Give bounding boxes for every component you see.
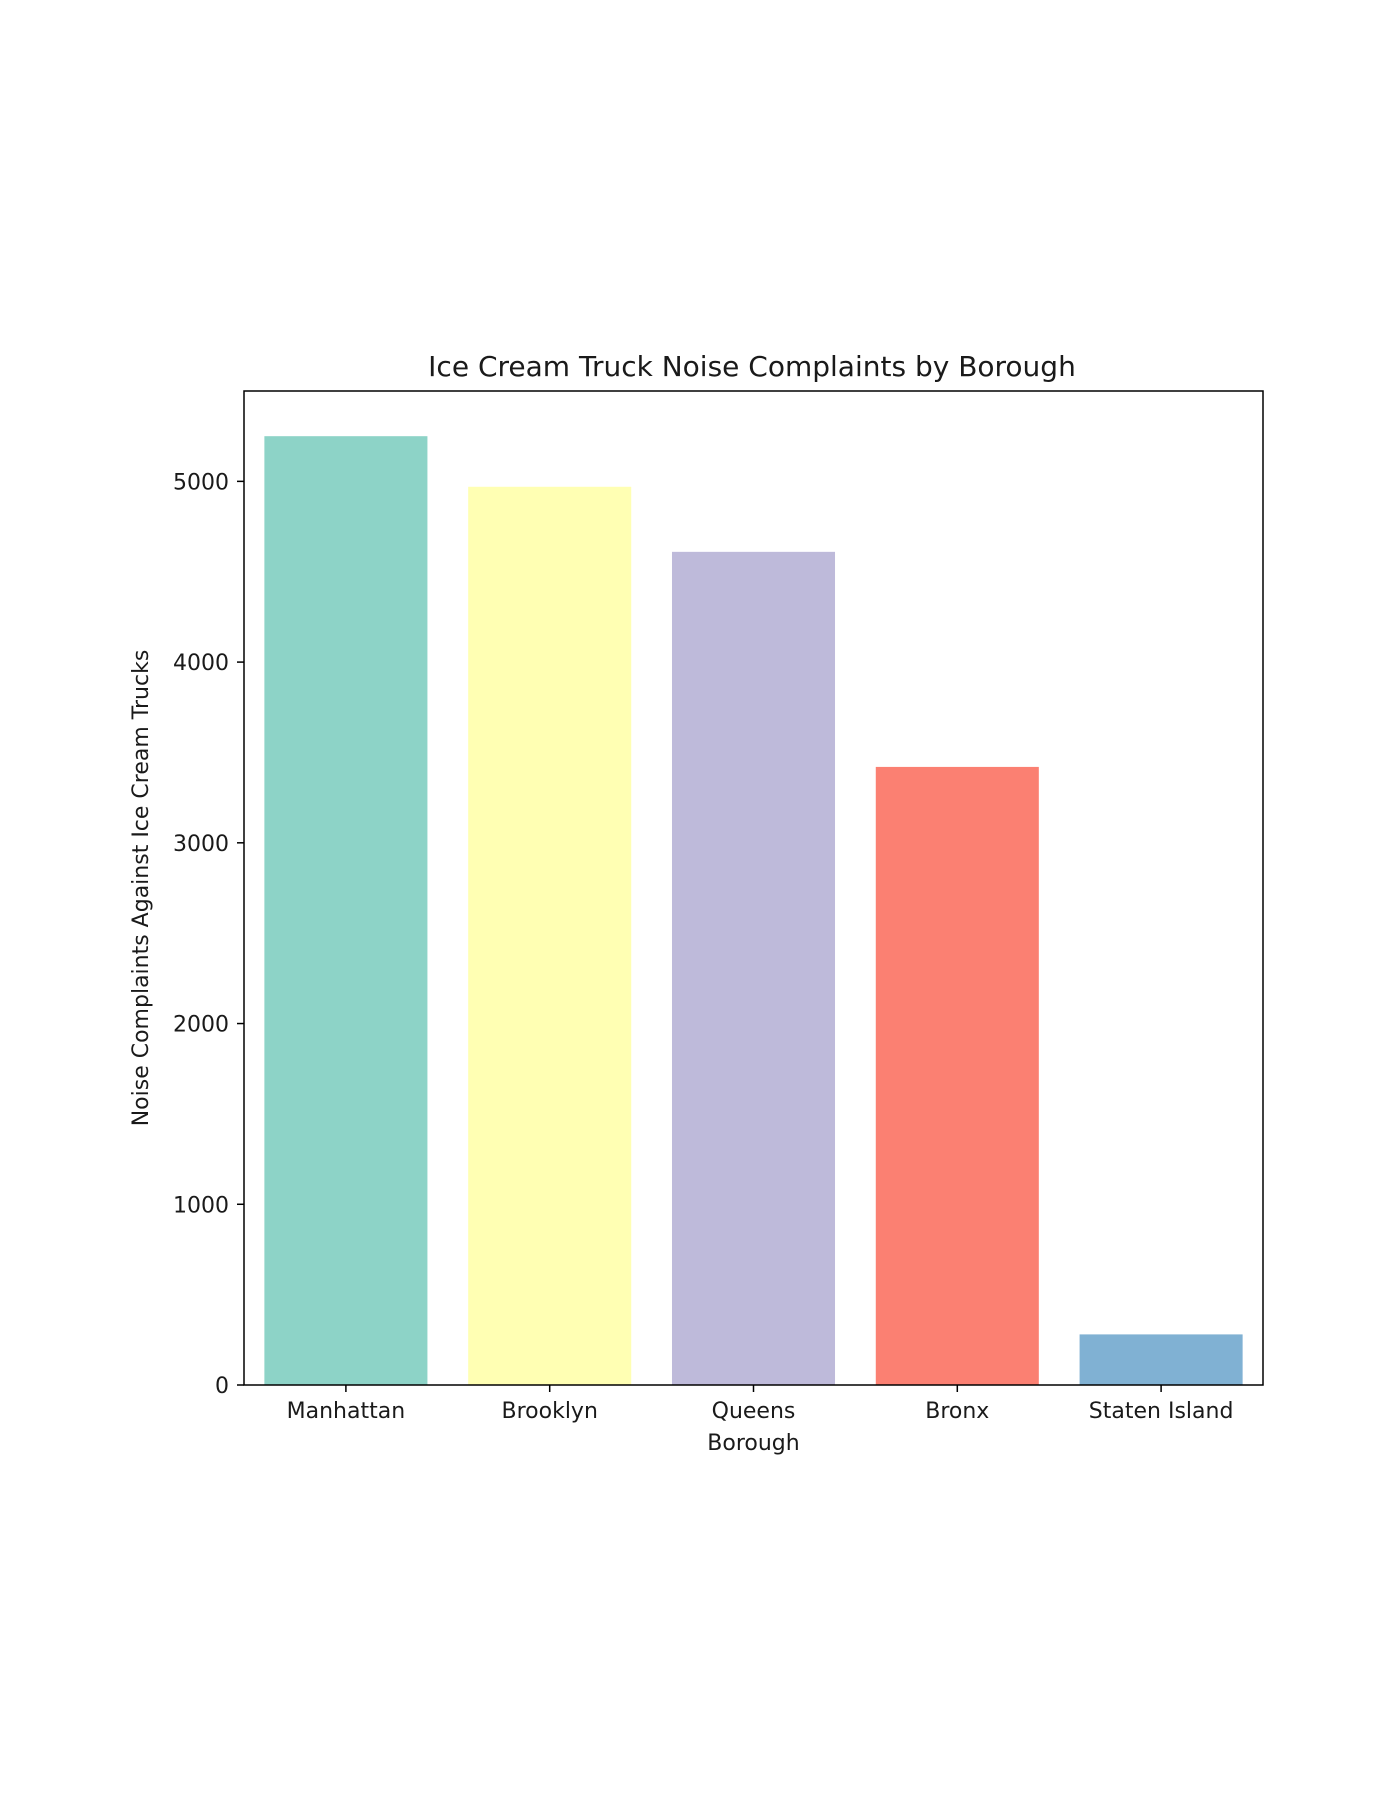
bar-queens	[671, 551, 836, 1385]
y-axis: 0 1000 2000 3000 4000 5000	[173, 470, 244, 1399]
y-tick-label: 2000	[173, 1013, 229, 1038]
y-tick-label: 1000	[173, 1193, 229, 1218]
plot-frame	[243, 390, 1264, 1386]
x-axis: Manhattan Brooklyn Queens Bronx Staten Islan…	[287, 1385, 1234, 1424]
bar-manhattan	[264, 436, 428, 1385]
x-tick-label: Staten Island	[1089, 1399, 1234, 1424]
bars-group	[264, 436, 1243, 1385]
bar-brooklyn	[468, 486, 632, 1385]
x-axis-title: Borough	[707, 1431, 799, 1456]
y-tick-label: 5000	[173, 470, 229, 495]
y-tick-label: 4000	[173, 651, 229, 676]
x-tick-label: Bronx	[925, 1399, 989, 1424]
bar-staten-island	[1079, 1334, 1243, 1385]
x-tick-label: Queens	[712, 1399, 796, 1424]
x-tick-label: Manhattan	[287, 1399, 406, 1424]
chart-title: Ice Cream Truck Noise Complaints by Boro…	[428, 350, 1076, 383]
x-tick-label: Brooklyn	[502, 1399, 598, 1424]
y-tick-label: 3000	[173, 832, 229, 857]
y-tick-label: 0	[215, 1374, 229, 1399]
bar-bronx	[875, 766, 1039, 1385]
y-axis-title: Noise Complaints Against Ice Cream Truck…	[129, 650, 154, 1127]
